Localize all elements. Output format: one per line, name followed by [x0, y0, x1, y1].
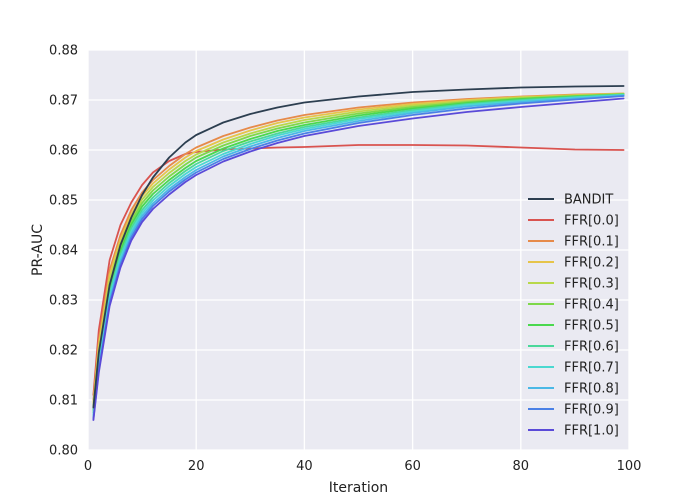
series-line-ffr-0-6	[92, 93, 625, 414]
series-line-ffr-1-0	[92, 97, 625, 421]
legend-label: FFR[0.6]	[564, 340, 619, 355]
series-line-ffr-0-2	[92, 92, 625, 404]
legend-label: FFR[0.7]	[564, 361, 619, 376]
series-line-ffr-0-7	[92, 94, 625, 416]
series-line-ffr-0-9	[92, 95, 625, 420]
y-tick-label: 0.82	[49, 344, 78, 359]
legend-label: FFR[0.4]	[564, 298, 619, 313]
x-tick-label: 0	[84, 459, 92, 474]
y-tick-label: 0.87	[49, 94, 78, 109]
legend-item: FFR[0.3]	[528, 277, 619, 292]
legend-label: FFR[0.5]	[564, 319, 619, 334]
series-line-ffr-0-8	[92, 94, 625, 419]
grid	[87, 49, 630, 451]
legend-label: FFR[0.8]	[564, 382, 619, 397]
y-tick-label: 0.88	[49, 44, 78, 59]
legend-item: FFR[0.0]	[528, 214, 619, 229]
legend-label: FFR[1.0]	[564, 424, 619, 439]
legend-item: FFR[0.6]	[528, 340, 619, 355]
legend-label: FFR[0.9]	[564, 403, 619, 418]
series-line-bandit	[92, 85, 625, 409]
legend-label: FFR[0.3]	[564, 277, 619, 292]
tick-labels: 0.80 0.81 0.82 0.83 0.84 0.85 0.86 0.87 0.88 0 20 4…	[49, 44, 641, 475]
y-tick-label: 0.83	[49, 294, 78, 309]
series-line-ffr-0-1	[92, 92, 625, 401]
series-lines	[92, 85, 625, 421]
y-tick-label: 0.81	[49, 394, 78, 409]
x-tick-label: 20	[188, 459, 205, 474]
legend-item: FFR[0.1]	[528, 235, 619, 250]
legend-label: FFR[0.2]	[564, 256, 619, 271]
x-tick-label: 60	[404, 459, 421, 474]
y-tick-label: 0.84	[49, 244, 78, 259]
legend-item: FFR[0.5]	[528, 319, 619, 334]
x-axis-title: Iteration	[329, 480, 388, 496]
legend-item: FFR[0.7]	[528, 361, 619, 376]
y-tick-label: 0.85	[49, 194, 78, 209]
legend-item: FFR[0.8]	[528, 382, 619, 397]
legend-item: FFR[1.0]	[528, 424, 619, 439]
legend-item: FFR[0.2]	[528, 256, 619, 271]
legend-item: FFR[0.4]	[528, 298, 619, 313]
legend: BANDIT FFR[0.0] FFR[0.1] FFR[0.2] FFR[0.3] FF…	[528, 193, 619, 439]
legend-label: FFR[0.1]	[564, 235, 619, 250]
legend-item: FFR[0.9]	[528, 403, 619, 418]
legend-label: FFR[0.0]	[564, 214, 619, 229]
legend-item: BANDIT	[528, 193, 613, 208]
x-tick-label: 80	[513, 459, 530, 474]
y-tick-label: 0.80	[49, 444, 78, 459]
x-tick-label: 40	[296, 459, 313, 474]
x-tick-label: 100	[617, 459, 642, 474]
y-axis-title: PR-AUC	[30, 224, 46, 276]
legend-label: BANDIT	[564, 193, 613, 208]
series-line-ffr-0-5	[92, 93, 625, 411]
y-tick-label: 0.86	[49, 144, 78, 159]
